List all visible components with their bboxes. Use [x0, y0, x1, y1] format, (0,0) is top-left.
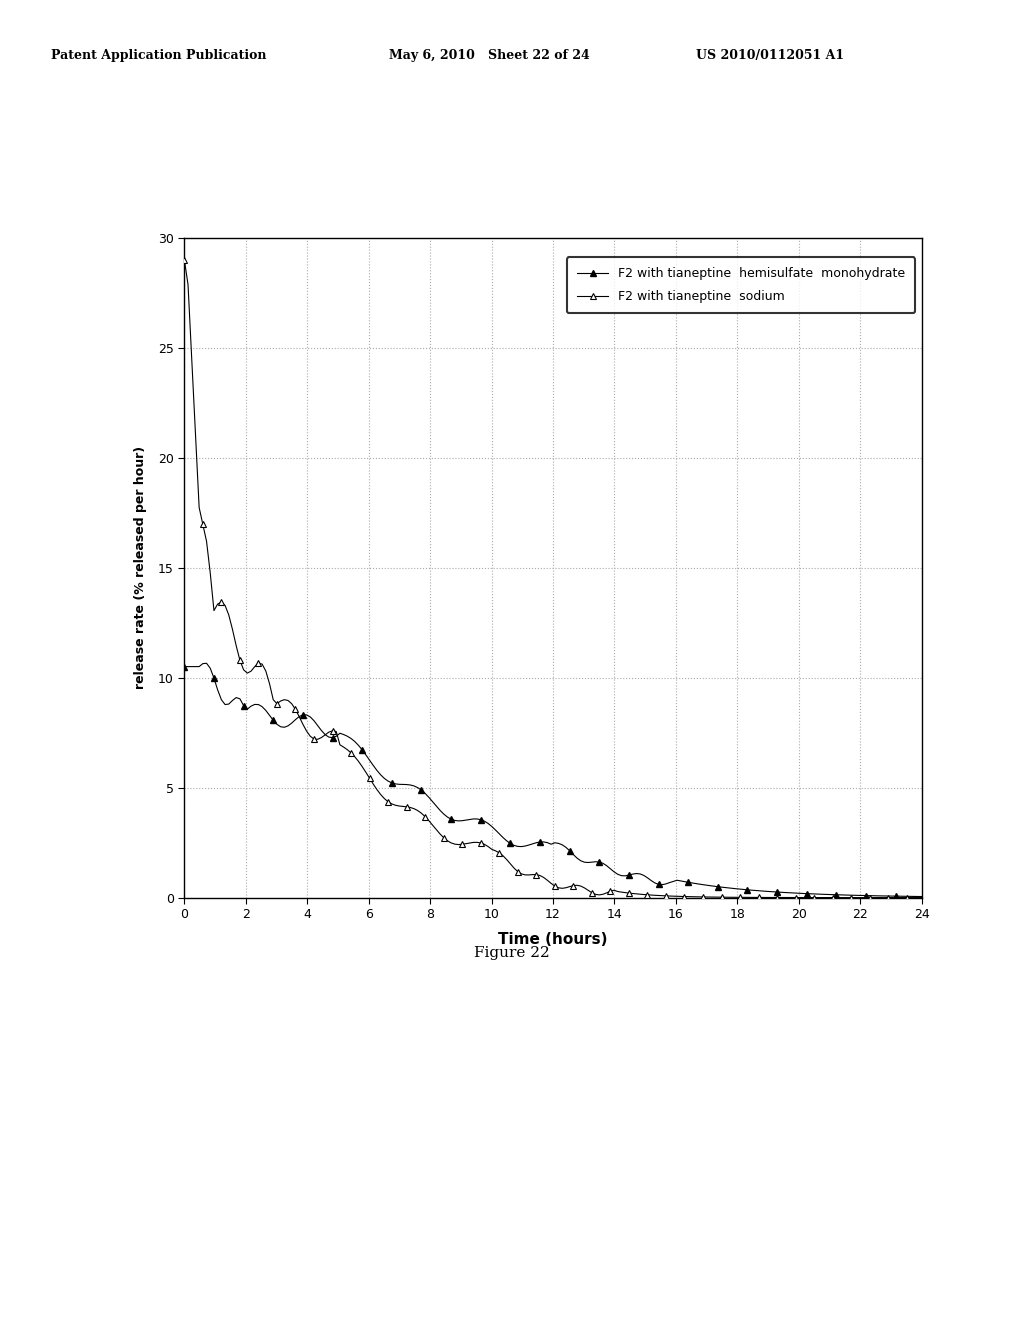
X-axis label: Time (hours): Time (hours) — [499, 932, 607, 948]
Y-axis label: release rate (% released per hour): release rate (% released per hour) — [134, 446, 146, 689]
Text: Patent Application Publication: Patent Application Publication — [51, 49, 266, 62]
Text: US 2010/0112051 A1: US 2010/0112051 A1 — [696, 49, 845, 62]
Text: May 6, 2010   Sheet 22 of 24: May 6, 2010 Sheet 22 of 24 — [389, 49, 590, 62]
Legend: F2 with tianeptine  hemisulfate  monohydrate, F2 with tianeptine  sodium: F2 with tianeptine hemisulfate monohydra… — [567, 257, 915, 313]
Text: Figure 22: Figure 22 — [474, 946, 550, 960]
